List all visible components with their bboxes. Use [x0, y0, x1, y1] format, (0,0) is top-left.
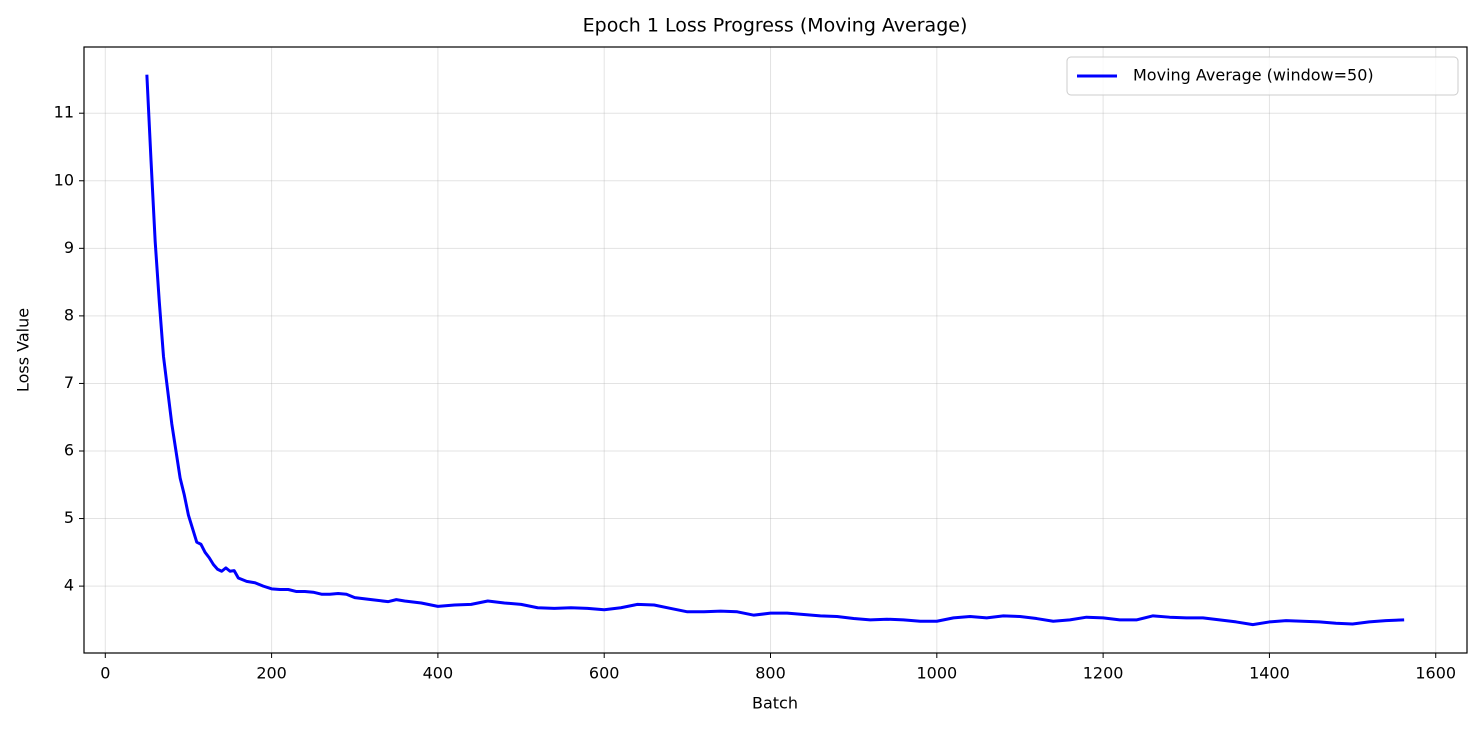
y-tick-label: 11	[54, 103, 74, 122]
y-tick-label: 6	[64, 441, 74, 460]
y-tick-label: 9	[64, 238, 74, 257]
x-tick-label: 200	[256, 664, 287, 683]
x-tick-label: 600	[589, 664, 620, 683]
y-tick-label: 4	[64, 576, 74, 595]
y-tick-label: 10	[54, 170, 74, 189]
x-tick-label: 800	[755, 664, 786, 683]
y-tick-label: 8	[64, 305, 74, 324]
x-tick-label: 1600	[1415, 664, 1456, 683]
x-axis-label: Batch	[752, 694, 798, 713]
x-tick-label: 1200	[1083, 664, 1124, 683]
y-tick-label: 7	[64, 373, 74, 392]
y-tick-label: 5	[64, 508, 74, 527]
legend-box	[1066, 56, 1459, 96]
y-axis-label: Loss Value	[14, 308, 33, 392]
x-tick-label: 1000	[916, 664, 957, 683]
x-tick-label: 0	[100, 664, 110, 683]
legend-label: Moving Average (window=50)	[1133, 66, 1374, 85]
x-tick-label: 400	[423, 664, 454, 683]
line-series	[145, 74, 1405, 627]
x-tick-label: 1400	[1249, 664, 1290, 683]
chart-title: Epoch 1 Loss Progress (Moving Average)	[583, 15, 968, 37]
plot-frame	[83, 46, 1468, 654]
